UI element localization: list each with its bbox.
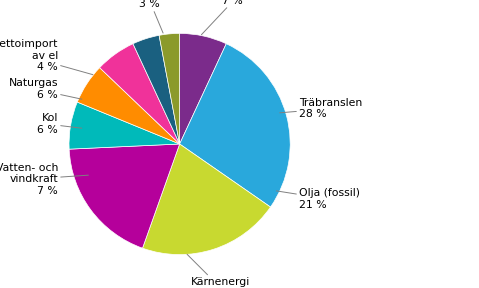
Text: Olja (fossil)
21 %: Olja (fossil) 21 % [276, 189, 360, 210]
Text: Träbranslen
28 %: Träbranslen 28 % [280, 98, 362, 120]
Text: Kol
6 %: Kol 6 % [37, 113, 82, 135]
Wedge shape [159, 33, 180, 144]
Text: Övriga
7 %: Övriga 7 % [202, 0, 258, 35]
Wedge shape [69, 102, 180, 149]
Text: Torv
3 %: Torv 3 % [137, 0, 163, 33]
Text: Naturgas
6 %: Naturgas 6 % [9, 78, 82, 100]
Text: Nettoimport
av el
4 %: Nettoimport av el 4 % [0, 39, 93, 75]
Wedge shape [100, 44, 180, 144]
Wedge shape [133, 35, 180, 144]
Wedge shape [77, 68, 180, 144]
Wedge shape [180, 44, 290, 207]
Wedge shape [143, 144, 271, 255]
Text: Vatten- och
vindkraft
7 %: Vatten- och vindkraft 7 % [0, 163, 89, 196]
Wedge shape [69, 144, 180, 248]
Wedge shape [180, 33, 226, 144]
Text: Kärnenergi
19 %: Kärnenergi 19 % [187, 254, 250, 288]
